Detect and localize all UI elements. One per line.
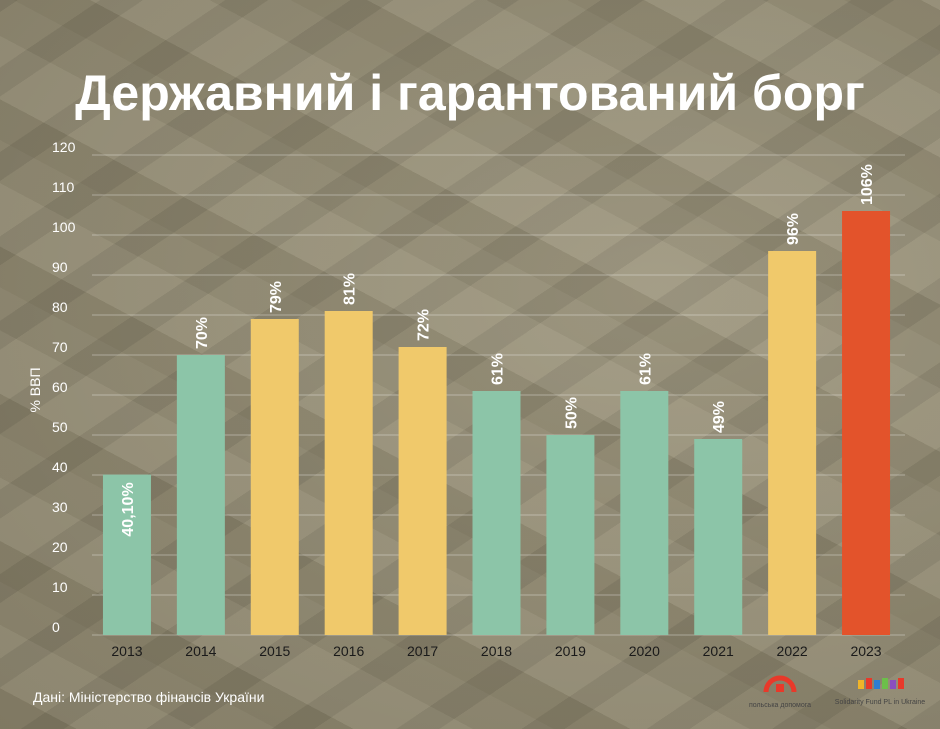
y-tick-label: 50	[52, 419, 68, 435]
y-tick-label: 60	[52, 379, 68, 395]
value-label: 72%	[416, 309, 433, 341]
solidarity-fund-figure-icon	[858, 680, 864, 689]
value-label: 106%	[859, 164, 876, 205]
value-label: 96%	[785, 213, 802, 245]
y-tick-label: 100	[52, 219, 76, 235]
y-tick-label: 40	[52, 459, 68, 475]
value-label: 50%	[563, 397, 580, 429]
y-tick-label: 10	[52, 579, 68, 595]
solidarity-fund-figure-icon	[898, 678, 904, 689]
solidarity-fund-figure-icon	[866, 678, 872, 689]
x-tick-label: 2022	[777, 643, 808, 659]
polska-dopomoha-text: польська допомога	[749, 702, 811, 709]
y-tick-label: 80	[52, 299, 68, 315]
bar-2015	[250, 319, 299, 635]
x-tick-label: 2020	[629, 643, 660, 659]
solidarity-fund-logo: Solidarity Fund PL in Ukraine	[835, 678, 926, 706]
bar-2013	[102, 474, 151, 635]
value-labels: 40,10% 70% 79% 81% 72% 61% 50% 61% 49% 96% 106%	[120, 164, 876, 537]
solidarity-fund-figure-icon	[874, 680, 880, 689]
polska-dopomoha-arc-icon	[763, 675, 797, 693]
bar-2023	[842, 211, 891, 635]
x-tick-label: 2016	[333, 643, 364, 659]
x-tick-label: 2021	[703, 643, 734, 659]
value-label: 40,10%	[120, 482, 137, 536]
y-axis-ticks: 0 10 20 30 40 50 60 70 80 90 100 110 120	[52, 139, 76, 635]
chart-title: Державний і гарантований борг	[75, 65, 865, 121]
bar-2022	[768, 251, 817, 635]
polska-dopomoha-logo: польська допомога	[749, 675, 811, 709]
bar-2018	[472, 391, 521, 635]
bar-2016	[324, 311, 373, 635]
y-tick-label: 20	[52, 539, 68, 555]
value-label: 61%	[490, 353, 507, 385]
y-tick-label: 0	[52, 619, 60, 635]
x-tick-label: 2013	[111, 643, 142, 659]
value-label: 81%	[342, 273, 359, 305]
bar-2021	[694, 439, 743, 635]
y-tick-label: 120	[52, 139, 76, 155]
x-tick-label: 2018	[481, 643, 512, 659]
source-note: Дані: Міністерство фінансів України	[33, 689, 264, 705]
solidarity-fund-figure-icon	[890, 680, 896, 689]
bar-2014	[176, 355, 225, 635]
solidarity-fund-text: Solidarity Fund PL in Ukraine	[835, 699, 926, 706]
bar-2017	[398, 347, 447, 635]
y-tick-label: 30	[52, 499, 68, 515]
bar-2019	[546, 435, 595, 635]
value-label: 79%	[268, 281, 285, 313]
solidarity-fund-figure-icon	[882, 678, 888, 689]
polska-dopomoha-square-icon	[776, 684, 784, 692]
bar-2020	[620, 391, 669, 635]
y-tick-label: 70	[52, 339, 68, 355]
x-tick-label: 2017	[407, 643, 438, 659]
value-label: 70%	[194, 317, 211, 349]
value-label: 49%	[711, 401, 728, 433]
y-tick-label: 90	[52, 259, 68, 275]
x-tick-label: 2023	[850, 643, 881, 659]
y-axis-label: % ВВП	[27, 367, 43, 412]
x-axis-ticks: 2013 2014 2015 2016 2017 2018 2019 2020 2021 2022…	[111, 643, 881, 659]
x-tick-label: 2015	[259, 643, 290, 659]
bars	[102, 211, 891, 635]
y-tick-label: 110	[52, 179, 75, 195]
x-tick-label: 2014	[185, 643, 216, 659]
value-label: 61%	[637, 353, 654, 385]
x-tick-label: 2019	[555, 643, 586, 659]
